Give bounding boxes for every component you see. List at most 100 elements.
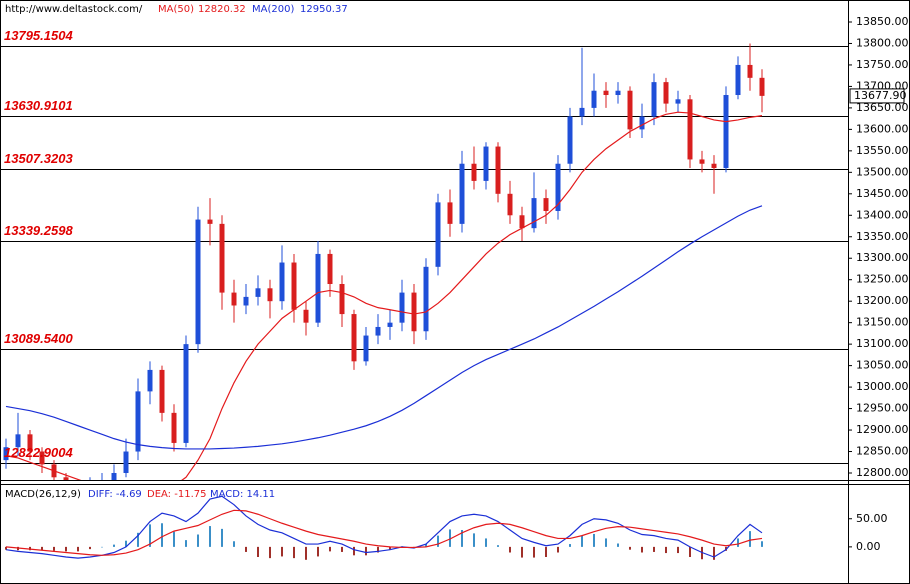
ma-line — [5, 111, 763, 480]
level-label: 13339.2598 — [4, 223, 73, 238]
macd-bar — [161, 523, 163, 547]
candle-body — [723, 95, 729, 169]
candle-body — [219, 223, 225, 293]
macd-bar — [149, 524, 151, 547]
y-tick-label: 13300.00 — [856, 251, 909, 264]
y-tick-label: 0.00 — [856, 540, 881, 553]
macd-bar — [317, 546, 319, 557]
ma50-name: MA(50) — [158, 4, 194, 15]
candle-body — [603, 90, 609, 96]
macd-bar — [377, 546, 379, 553]
macd-bar — [665, 546, 667, 554]
macd-bar — [125, 540, 127, 547]
macd-bar — [437, 535, 439, 547]
y-tick-label: 12800.00 — [856, 466, 909, 479]
macd-bar — [449, 529, 451, 547]
candle-body — [231, 292, 237, 306]
candle-body — [699, 159, 705, 164]
macd-bar — [629, 546, 631, 550]
labels: http://www.deltastock.com/ MA(50) 12820.… — [4, 4, 909, 553]
macd-bar — [581, 535, 583, 547]
macd-bar — [533, 546, 535, 558]
candle-body — [39, 451, 45, 465]
candle-body — [363, 335, 369, 362]
macd-bar — [353, 546, 355, 556]
y-tick-label: 13050.00 — [856, 359, 909, 372]
macd-line — [5, 509, 763, 556]
macd-bar — [5, 546, 7, 550]
macd-bar — [497, 545, 499, 547]
candle-body — [591, 90, 597, 108]
candle-body — [759, 77, 765, 96]
candle-body — [627, 90, 633, 130]
candle-body — [207, 219, 213, 224]
candle-body — [435, 202, 441, 267]
candle-body — [387, 322, 393, 327]
macd-bar — [245, 546, 247, 552]
macd-bar — [221, 528, 223, 547]
macd-bar — [101, 546, 103, 548]
macd-bar — [185, 540, 187, 547]
macd-bar — [365, 546, 367, 556]
legend-entry: DEA: -11.75 — [147, 489, 206, 500]
y-tick-label: 13800.00 — [856, 36, 909, 49]
macd-bar — [677, 546, 679, 554]
candle-body — [615, 90, 621, 96]
candle-body — [171, 412, 177, 443]
level-label: 12822.9004 — [4, 445, 73, 460]
candle-body — [687, 99, 693, 160]
candle-body — [651, 82, 657, 117]
y-tick-label: 13100.00 — [856, 337, 909, 350]
macd-bar — [329, 546, 331, 552]
candle-body — [63, 477, 69, 480]
macd-bar — [653, 546, 655, 552]
macd-bar — [233, 541, 235, 547]
macd-bar — [461, 530, 463, 547]
macd-bar — [545, 546, 547, 557]
macd-bar — [197, 534, 199, 547]
macd-bar — [341, 546, 343, 552]
macd-bar — [209, 526, 211, 547]
candle-body — [675, 99, 681, 104]
source-url: http://www.deltastock.com/ — [5, 4, 143, 15]
candle-body — [100, 482, 105, 486]
candle-body — [411, 292, 417, 332]
macd-bar — [305, 546, 307, 560]
y-tick-label: 12850.00 — [856, 445, 909, 458]
macd-bar — [293, 546, 295, 559]
level-label: 13089.5400 — [4, 331, 73, 346]
candle-body — [279, 262, 285, 302]
candle-body — [123, 451, 129, 473]
price-panel — [0, 43, 848, 486]
macd-bar — [737, 538, 739, 547]
macd-bar — [269, 546, 271, 559]
candle-body — [663, 82, 669, 104]
macd-bar — [713, 546, 715, 560]
candle-body — [255, 288, 261, 297]
candle-body — [135, 391, 141, 452]
macd-bar — [521, 546, 523, 558]
candle-body — [579, 107, 585, 117]
ma200-value: 12950.37 — [300, 4, 348, 15]
candle-body — [111, 472, 117, 480]
candle-body — [327, 253, 333, 285]
last-price-box — [849, 88, 905, 104]
macd-bar — [605, 538, 607, 547]
macd-bar — [281, 546, 283, 557]
y-tick-label: 50.00 — [856, 512, 888, 525]
y-tick-label: 13550.00 — [856, 144, 909, 157]
y-tick-label: 13000.00 — [856, 380, 909, 393]
last-price-label: 13677.90 — [854, 89, 907, 102]
macd-title: MACD(26,12,9) — [5, 489, 81, 500]
y-tick-label: 13350.00 — [856, 230, 909, 243]
candle-body — [495, 146, 501, 194]
y-tick-label: 13250.00 — [856, 273, 909, 286]
macd-panel — [5, 495, 763, 560]
macd-bar — [89, 546, 91, 550]
level-label: 13795.1504 — [4, 28, 73, 43]
macd-bar — [53, 546, 55, 551]
ma200-name: MA(200) — [252, 4, 294, 15]
candle-body — [3, 447, 9, 461]
ma50-value: 12820.32 — [198, 4, 246, 15]
macd-bar — [257, 546, 259, 557]
